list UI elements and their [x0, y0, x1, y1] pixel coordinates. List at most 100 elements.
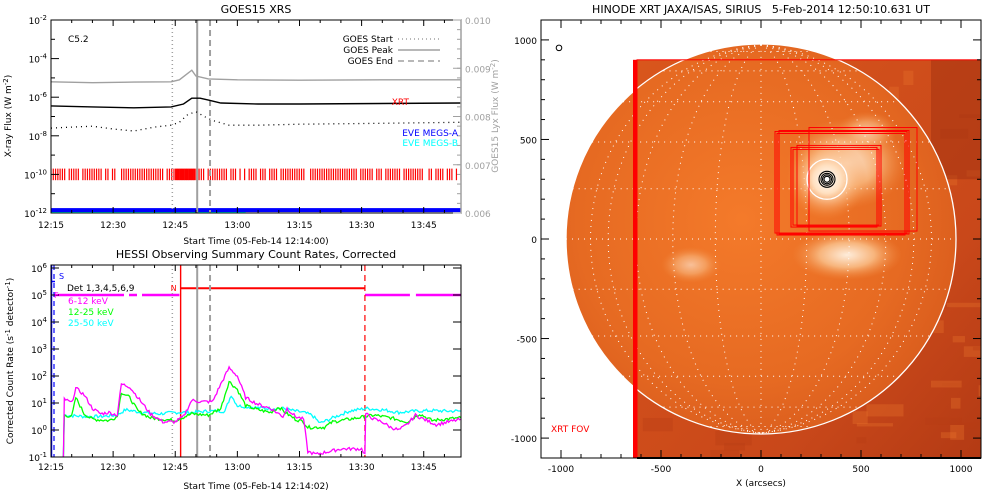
- hessi-ytick-label: 105: [31, 289, 47, 302]
- xrt-image-texture: [857, 423, 893, 426]
- goes-ytick-label-base: 10: [29, 133, 41, 143]
- goes-legend: GOES StartGOES PeakGOES EndXRTEVE MEGS-A…: [343, 35, 459, 149]
- hessi-xtick-label: 13:45: [411, 463, 437, 473]
- goes-ytick-label: 10-4: [29, 53, 48, 66]
- goes-ytick-label-base: 10: [24, 210, 36, 220]
- goes-y2tick-label: 0.007: [465, 162, 491, 172]
- hessi-flag-f: F: [54, 291, 59, 300]
- xrt-xtick-label: 500: [852, 465, 869, 475]
- goes-instrument-label: XRT: [392, 98, 410, 108]
- xrt-image-texture: [643, 418, 673, 431]
- goes-xtick-label: 12:15: [38, 221, 64, 231]
- xrt-title: HINODE XRT JAXA/ISAS, SIRIUS 5-Feb-2014 …: [592, 3, 930, 16]
- goes-ytick-label-exp: -8: [40, 130, 47, 138]
- hessi-ytick-label: 106: [31, 262, 47, 275]
- xrt-ytick-label: 0: [531, 236, 537, 246]
- xrt-image-texture: [853, 411, 868, 424]
- xrt-image-texture: [979, 385, 1000, 396]
- flare-core: [825, 177, 829, 181]
- goes-y2tick-label: 0.009: [465, 65, 491, 75]
- goes-ylabel: X-ray Flux (W m-2): [2, 75, 14, 157]
- xrt-ytick-label: -500: [517, 336, 538, 346]
- goes-class-annotation: C5.2: [68, 35, 89, 45]
- active-region-south: [792, 230, 902, 280]
- xrt-xtick-label: -1000: [548, 465, 574, 475]
- goes-xtick-label: 13:15: [287, 221, 313, 231]
- hessi-legend-label: 12-25 keV: [68, 308, 114, 318]
- hessi-xtick-label: 13:00: [224, 463, 250, 473]
- hessi-ytick-label-exp: 6: [43, 262, 48, 270]
- xrt-image-texture: [925, 418, 961, 425]
- xrt-image-texture: [866, 404, 903, 416]
- goes-ytick-label-exp: -4: [40, 53, 48, 61]
- goes-ytick-label-base: 10: [29, 94, 41, 104]
- xrt-image-texture: [953, 336, 965, 342]
- hessi-ytick-label-base: 10: [31, 400, 43, 410]
- xrt-ytick-label: 1000: [514, 37, 537, 47]
- goes-y2label: GOES15 Lyx Flux (W m-2): [489, 59, 501, 173]
- hessi-xtick-label: 12:30: [100, 463, 126, 473]
- goes-y2tick-label: 0.010: [465, 17, 491, 27]
- goes-y2tick-label: 0.008: [465, 114, 491, 124]
- goes-y2tick-label: 0.006: [465, 210, 491, 220]
- hessi-ytick-label-exp: 4: [43, 316, 48, 324]
- xrt-ytick-label: -1000: [511, 435, 537, 445]
- hessi-detectors-label: Det 1,3,4,5,6,9: [67, 284, 135, 294]
- hessi-panel: HESSI Observing Summary Count Rates, Cor…: [4, 248, 461, 492]
- goes-series-0: [51, 70, 461, 83]
- hessi-ytick-label: 102: [31, 370, 47, 383]
- hessi-legend-label: 6-12 keV: [68, 297, 109, 307]
- goes-axes-frame: [51, 20, 461, 213]
- hessi-ytick-label-base: 10: [31, 346, 43, 356]
- goes-ytick-label-exp: -12: [36, 207, 47, 215]
- xrt-image-texture: [931, 381, 962, 388]
- goes-instrument-label: EVE MEGS-B: [402, 139, 458, 149]
- hessi-xtick-label: 13:30: [349, 463, 375, 473]
- active-region-east: [661, 247, 721, 283]
- goes-ytick-label-exp: -2: [40, 14, 47, 22]
- hessi-ytick-label-base: 10: [31, 373, 43, 383]
- goes-instrument-label: EVE MEGS-A: [402, 129, 459, 139]
- goes-xrs-panel: GOES15 XRS 12:15 12:30 12:45 13:00 13:15 13:3…: [2, 3, 501, 247]
- hessi-ytick-label: 100: [31, 424, 47, 437]
- xrt-ytick-label: 500: [520, 136, 537, 146]
- goes-series-2: [51, 112, 461, 131]
- xrt-image-texture: [947, 303, 981, 307]
- xrt-bottom-bar: [637, 457, 981, 459]
- figure-canvas: GOES15 XRS 12:15 12:30 12:45 13:00 13:15 13:3…: [0, 0, 1000, 500]
- goes-xtick-label: 13:30: [349, 221, 375, 231]
- goes-ytick-label: 10-2: [29, 14, 47, 27]
- hessi-xtick-label: 13:15: [287, 463, 313, 473]
- reference-marker-icon: [556, 45, 562, 51]
- hessi-ytick-label-base: 10: [29, 454, 41, 464]
- xrt-fov-label: XRT FOV: [551, 425, 590, 435]
- xrt-image-area: [556, 44, 1000, 458]
- goes-title: GOES15 XRS: [221, 3, 292, 16]
- goes-xtick-label: 12:30: [100, 221, 126, 231]
- eve-megs-a-bar: [51, 208, 461, 212]
- xrt-xtick-label: -500: [651, 465, 672, 475]
- xrt-image-texture: [950, 425, 964, 440]
- hessi-ytick-label-base: 10: [31, 427, 43, 437]
- goes-xtick-label: 13:45: [411, 221, 437, 231]
- hessi-ytick-label-exp: 3: [43, 343, 47, 351]
- xrt-image-texture: [710, 450, 739, 458]
- xrt-image-texture: [903, 71, 913, 85]
- hessi-ytick-label-exp: 0: [43, 424, 47, 432]
- xrt-image-panel: HINODE XRT JAXA/ISAS, SIRIUS 5-Feb-2014 …: [511, 3, 1000, 489]
- goes-legend-label: GOES End: [348, 57, 393, 67]
- hessi-title: HESSI Observing Summary Count Rates, Cor…: [116, 248, 396, 261]
- hessi-series-12-25-keV: [63, 382, 461, 457]
- hessi-ytick-label-exp: -1: [40, 451, 47, 459]
- goes-ytick-label: 10-8: [29, 130, 47, 143]
- hessi-ytick-label-exp: 5: [43, 289, 47, 297]
- xrt-image-texture: [951, 398, 961, 409]
- goes-xtick-label: 13:00: [224, 221, 250, 231]
- xrt-xtick-label: 0: [758, 465, 764, 475]
- xrt-xlabel: X (arcsecs): [736, 479, 786, 489]
- goes-ytick-label-base: 10: [29, 17, 41, 27]
- hessi-xtick-label: 12:15: [38, 463, 64, 473]
- goes-ytick-label: 10-10: [24, 168, 47, 181]
- hessi-legend: SFNDet 1,3,4,5,6,96-12 keV12-25 keV25-50…: [54, 272, 177, 329]
- goes-ytick-label: 10-6: [29, 91, 48, 104]
